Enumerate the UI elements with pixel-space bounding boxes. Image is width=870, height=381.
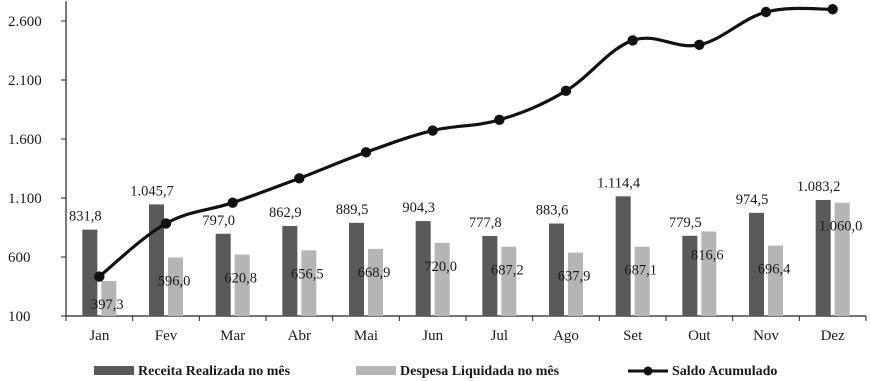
- x-tick-label: Mai: [354, 328, 378, 344]
- bar-despesa: [768, 245, 783, 316]
- data-label-receita: 797,0: [202, 213, 235, 229]
- bar-despesa: [501, 246, 517, 316]
- bar-receita: [549, 223, 564, 316]
- y-axis: 100 600 1.100 1.600 2.100 2.600: [8, 1, 67, 325]
- saldo-point: [427, 125, 438, 136]
- bar-receita: [749, 212, 764, 316]
- data-label-despesa: 637,9: [558, 269, 591, 285]
- x-tick-label: Nov: [753, 328, 779, 344]
- data-label-despesa: 620,8: [224, 271, 257, 287]
- data-label-despesa: 596,0: [158, 273, 191, 289]
- saldo-point: [694, 39, 705, 51]
- data-label-despesa: 397,3: [91, 297, 124, 313]
- bar-despesa: [434, 242, 450, 316]
- data-label-receita: 831,8: [69, 209, 102, 225]
- legend-swatch-receita: [94, 366, 134, 375]
- data-labels: 831,8 397,3 1.045,7 596,0 797,0 620,8 862,9 656…: [69, 175, 862, 313]
- data-label-receita: 777,8: [469, 215, 502, 231]
- data-label-receita: 883,6: [536, 203, 569, 219]
- data-label-despesa: 720,0: [424, 259, 457, 275]
- saldo-line-layer: [94, 4, 838, 282]
- bar-receita: [282, 225, 298, 316]
- data-label-despesa: 687,1: [624, 263, 657, 279]
- x-tick-label: Jul: [491, 328, 509, 344]
- saldo-point: [827, 4, 838, 15]
- y-tick-label: 2.600: [8, 14, 42, 30]
- saldo-point: [360, 147, 372, 158]
- bar-receita: [815, 199, 831, 316]
- bar-despesa: [834, 202, 850, 316]
- bar-despesa: [368, 248, 383, 316]
- bar-receita: [215, 233, 231, 316]
- data-label-despesa: 656,5: [291, 266, 324, 282]
- x-tick-label: Out: [688, 328, 711, 344]
- y-tick-label: 2.100: [8, 73, 42, 89]
- data-label-despesa: 687,2: [491, 263, 524, 279]
- data-label-receita: 1.083,2: [797, 179, 841, 195]
- legend-label-saldo: Saldo Acumulado: [672, 364, 777, 379]
- saldo-point: [494, 114, 505, 126]
- bar-receita: [349, 222, 364, 316]
- bar-despesa: [101, 280, 117, 316]
- bar-despesa: [568, 252, 583, 316]
- x-tick-label: Fev: [155, 328, 178, 344]
- y-tick-label: 1.100: [8, 191, 42, 207]
- legend: Receita Realizada no mês Despesa Liquida…: [94, 364, 777, 379]
- data-label-receita: 1.045,7: [130, 183, 174, 199]
- x-tick-label: Dez: [821, 328, 845, 344]
- legend-swatch-saldo-marker: [643, 366, 653, 376]
- y-tick-label: 1.600: [8, 132, 42, 148]
- bar-receita: [682, 235, 698, 316]
- data-label-despesa: 696,4: [758, 262, 791, 278]
- data-label-despesa: 668,9: [358, 265, 391, 281]
- legend-label-despesa: Despesa Liquidada no mês: [400, 364, 560, 379]
- x-tick-label: Abr: [288, 328, 311, 344]
- saldo-point: [160, 218, 172, 229]
- y-tick-label: 600: [8, 250, 31, 266]
- bar-despesa: [234, 254, 250, 316]
- bar-despesa: [301, 250, 317, 316]
- data-label-receita: 974,5: [736, 192, 769, 208]
- x-tick-label: Jun: [422, 328, 443, 344]
- data-label-receita: 904,3: [402, 200, 435, 216]
- saldo-point: [627, 35, 638, 46]
- x-axis: Jan Fev Mar Abr Mai Jun Jul Ago Set Out Nov Dez: [65, 315, 867, 344]
- legend-label-receita: Receita Realizada no mês: [138, 364, 291, 379]
- bar-despesa: [701, 231, 717, 316]
- saldo-point: [560, 85, 572, 97]
- saldo-point: [760, 6, 772, 18]
- bars: [82, 196, 850, 316]
- data-label-despesa: 816,6: [691, 247, 724, 263]
- saldo-line: [98, 6, 833, 278]
- y-tick-label: 100: [8, 309, 31, 325]
- saldo-point: [227, 197, 238, 208]
- data-label-receita: 862,9: [269, 205, 302, 221]
- data-label-receita: 889,5: [336, 202, 369, 218]
- x-tick-label: Mar: [220, 328, 245, 344]
- bar-receita: [82, 229, 98, 316]
- x-tick-label: Set: [623, 328, 643, 344]
- data-label-despesa: 1.060,0: [819, 219, 863, 235]
- bar-despesa: [168, 257, 183, 316]
- data-label-receita: 779,5: [669, 215, 702, 231]
- x-tick-label: Jan: [89, 328, 109, 344]
- legend-swatch-despesa: [356, 366, 396, 375]
- saldo-point: [94, 271, 105, 282]
- x-tick-label: Ago: [553, 328, 579, 344]
- saldo-point: [294, 173, 305, 184]
- data-label-receita: 1.114,4: [597, 175, 641, 191]
- bar-receita: [615, 196, 631, 316]
- bar-receita: [482, 236, 498, 316]
- bar-receita: [415, 221, 431, 316]
- bar-despesa: [634, 246, 650, 316]
